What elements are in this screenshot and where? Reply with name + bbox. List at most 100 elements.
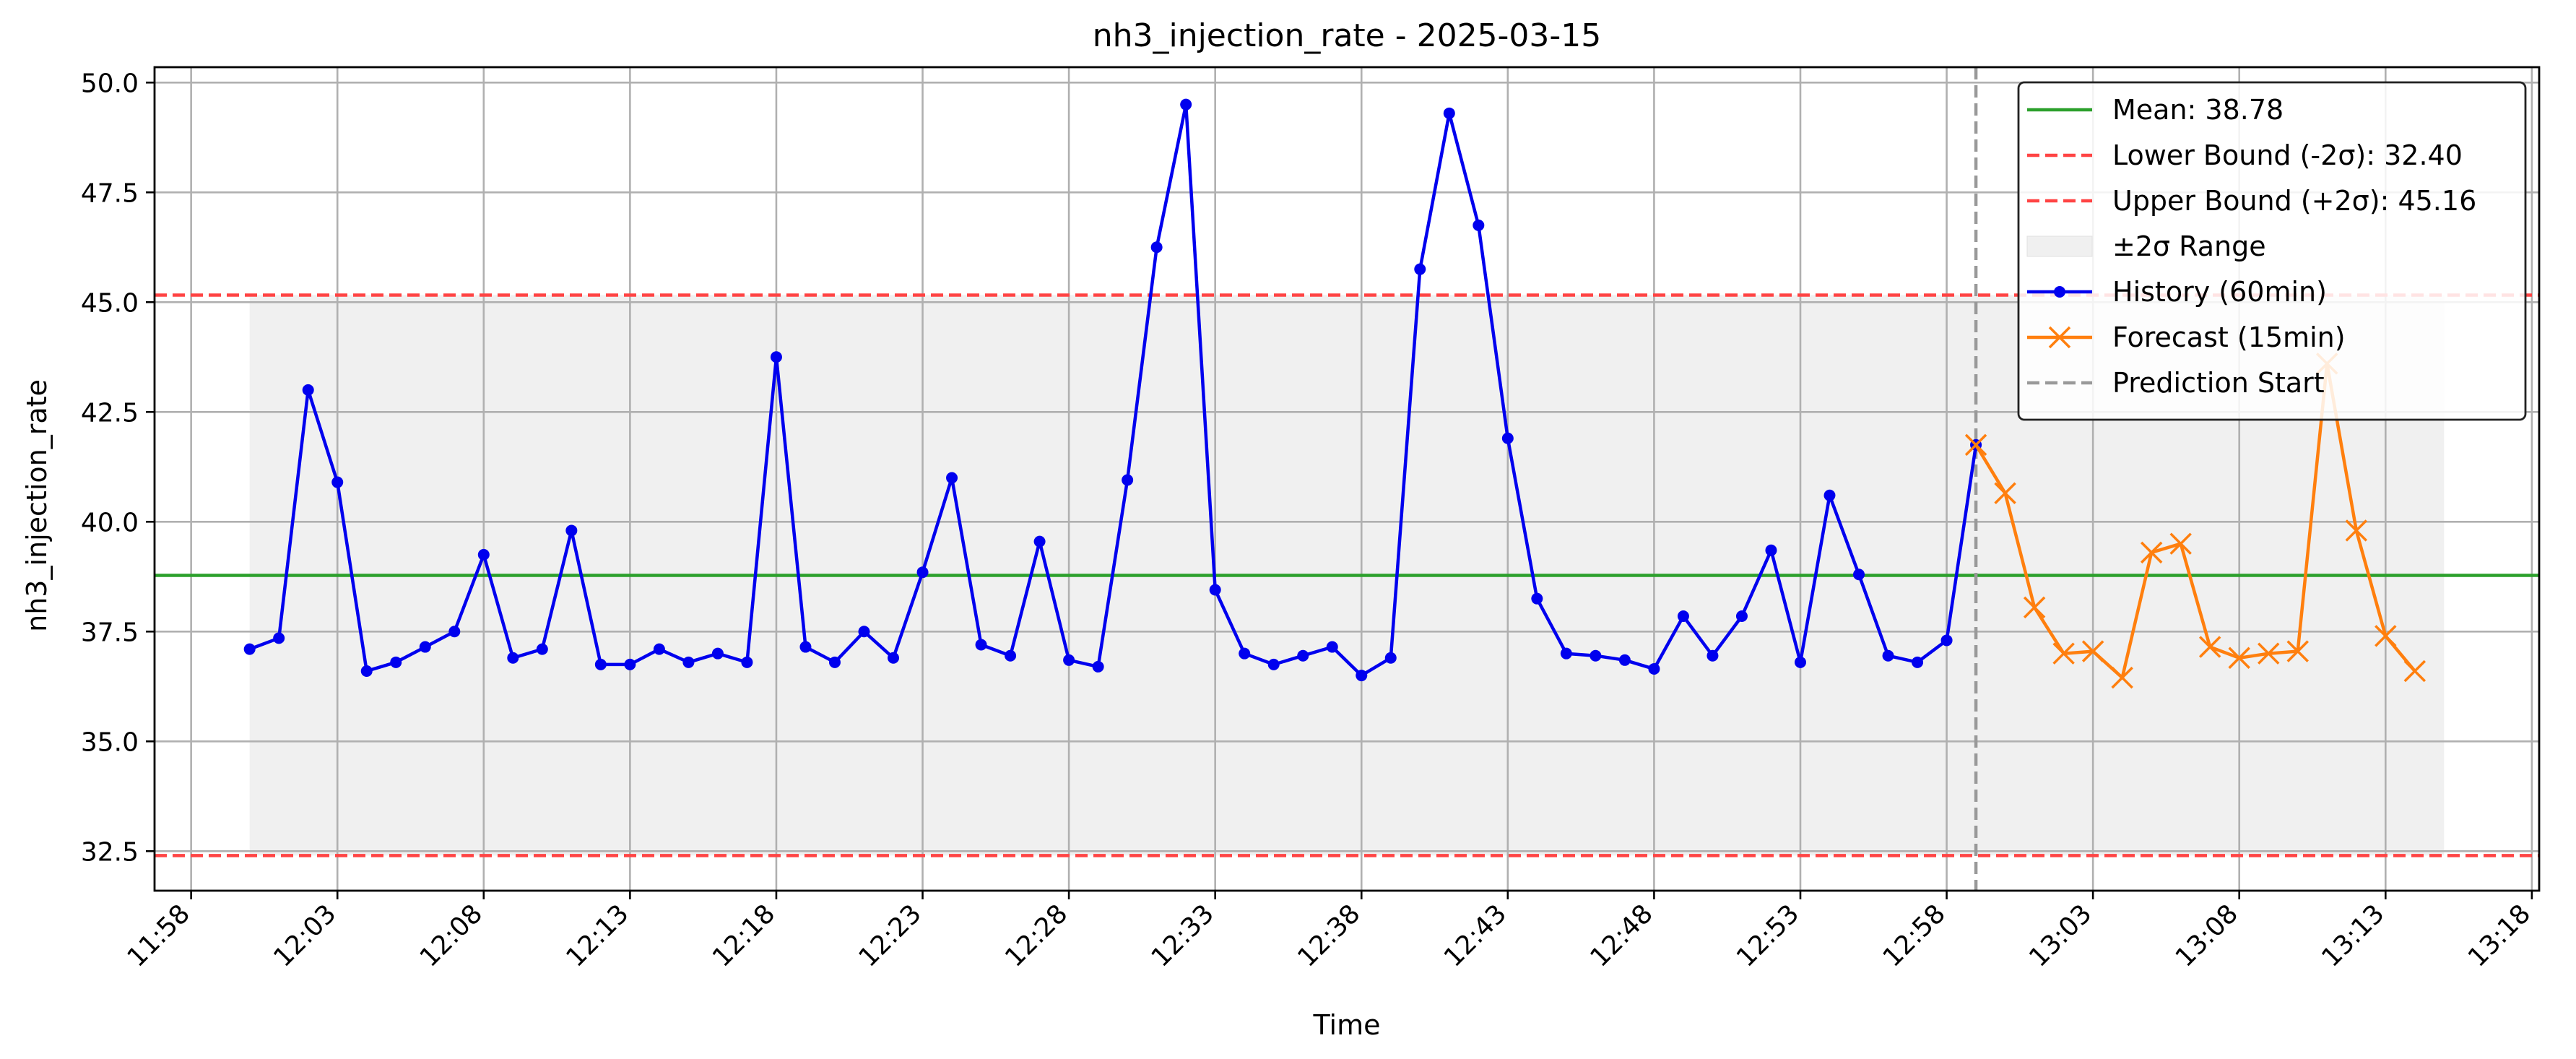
history-point bbox=[1356, 670, 1368, 682]
x-axis-title: Time bbox=[1313, 1009, 1381, 1041]
history-point bbox=[1063, 654, 1075, 666]
y-tick-label: 45.0 bbox=[81, 288, 139, 318]
history-point bbox=[1794, 656, 1806, 668]
y-tick-label: 47.5 bbox=[81, 178, 139, 208]
history-point bbox=[975, 639, 987, 651]
forecast-point bbox=[2375, 625, 2397, 647]
history-point bbox=[1940, 634, 1953, 647]
history-point bbox=[946, 472, 958, 484]
history-point bbox=[916, 566, 929, 579]
history-point bbox=[507, 652, 519, 664]
forecast-point bbox=[2140, 541, 2163, 564]
forecast-line bbox=[1974, 362, 2416, 680]
legend-marker bbox=[2048, 326, 2071, 349]
forecast-point bbox=[2286, 640, 2309, 662]
legend-label: Upper Bound (+2σ): 45.16 bbox=[2112, 185, 2476, 217]
history-point bbox=[448, 626, 461, 638]
history-point bbox=[1735, 610, 1748, 622]
forecast-point bbox=[1964, 433, 1987, 457]
history-point bbox=[1209, 584, 1221, 596]
history-point bbox=[1443, 107, 1455, 119]
history-point bbox=[1590, 649, 1602, 662]
history-point bbox=[1531, 592, 1543, 605]
history-point bbox=[419, 641, 431, 653]
history-point bbox=[1648, 662, 1660, 675]
y-tick-label: 40.0 bbox=[81, 508, 139, 537]
history-point bbox=[1414, 263, 1426, 275]
history-point bbox=[1239, 647, 1251, 660]
legend-label: History (60min) bbox=[2112, 276, 2327, 308]
legend-label: Prediction Start bbox=[2112, 367, 2325, 399]
legend: Mean: 38.78 Lower Bound (-2σ): 32.40 Upper… bbox=[2017, 81, 2527, 421]
history-point bbox=[273, 632, 285, 644]
forecast-point bbox=[2345, 519, 2368, 542]
history-point bbox=[565, 524, 578, 537]
forecast-point bbox=[2198, 636, 2221, 658]
history-point bbox=[390, 656, 402, 668]
history-point bbox=[1853, 569, 1865, 581]
forecast-point bbox=[2081, 640, 2104, 662]
y-tick-label: 42.5 bbox=[81, 398, 139, 428]
history-point bbox=[1267, 658, 1280, 670]
history-point bbox=[770, 351, 782, 363]
history-point bbox=[1326, 641, 1338, 653]
legend-marker bbox=[2054, 286, 2065, 298]
history-point bbox=[1618, 654, 1631, 666]
history-point bbox=[741, 656, 753, 668]
history-point bbox=[1005, 649, 1017, 662]
history-point bbox=[888, 652, 900, 664]
history-point bbox=[1882, 649, 1894, 662]
plot-frame bbox=[153, 66, 2541, 892]
y-axis-title: nh3_injection_rate bbox=[21, 379, 53, 632]
legend-label: Lower Bound (-2σ): 32.40 bbox=[2112, 139, 2463, 171]
history-point bbox=[1707, 649, 1719, 662]
history-point bbox=[1765, 544, 1777, 556]
history-point bbox=[1560, 647, 1572, 660]
history-point bbox=[1122, 474, 1134, 486]
history-point bbox=[624, 658, 636, 670]
history-point bbox=[1384, 652, 1397, 664]
history-point bbox=[594, 658, 607, 670]
y-tick-label: 35.0 bbox=[81, 727, 139, 757]
history-point bbox=[302, 384, 314, 396]
history-point bbox=[1473, 219, 1485, 231]
history-point bbox=[1033, 535, 1046, 548]
history-point bbox=[331, 476, 344, 488]
history-point bbox=[858, 626, 870, 638]
legend-label: Forecast (15min) bbox=[2112, 321, 2346, 353]
history-point bbox=[1180, 98, 1192, 111]
history-point bbox=[1150, 241, 1163, 254]
history-point bbox=[536, 643, 548, 655]
forecast-point bbox=[2111, 666, 2133, 689]
history-point bbox=[1092, 660, 1104, 673]
forecast-point bbox=[2403, 660, 2427, 683]
forecast-point bbox=[2228, 647, 2250, 669]
history-point bbox=[1677, 610, 1689, 622]
legend-label: ±2σ Range bbox=[2112, 230, 2266, 262]
history-point bbox=[653, 643, 665, 655]
forecast-point bbox=[2257, 642, 2280, 665]
forecast-point bbox=[1994, 482, 2016, 504]
history-point bbox=[711, 647, 724, 660]
history-point bbox=[1501, 432, 1514, 444]
history-point bbox=[1297, 649, 1309, 662]
history-point bbox=[682, 656, 695, 668]
history-point bbox=[799, 641, 812, 653]
history-point bbox=[828, 656, 841, 668]
history-point bbox=[243, 643, 256, 655]
forecast-point bbox=[2169, 532, 2192, 555]
legend-label: Mean: 38.78 bbox=[2112, 94, 2284, 126]
history-point bbox=[477, 548, 490, 561]
legend-box bbox=[2017, 81, 2527, 421]
forecast-point bbox=[2023, 596, 2046, 619]
history-point bbox=[1912, 656, 1924, 668]
y-tick-label: 37.5 bbox=[81, 618, 139, 647]
forecast-point bbox=[2052, 642, 2075, 665]
y-tick-label: 50.0 bbox=[81, 69, 139, 98]
legend-swatch bbox=[2026, 235, 2093, 257]
history-point bbox=[1823, 489, 1836, 501]
chart-title: nh3_injection_rate - 2025-03-15 bbox=[1093, 17, 1602, 54]
y-tick-label: 32.5 bbox=[81, 837, 139, 867]
history-point bbox=[360, 665, 373, 677]
